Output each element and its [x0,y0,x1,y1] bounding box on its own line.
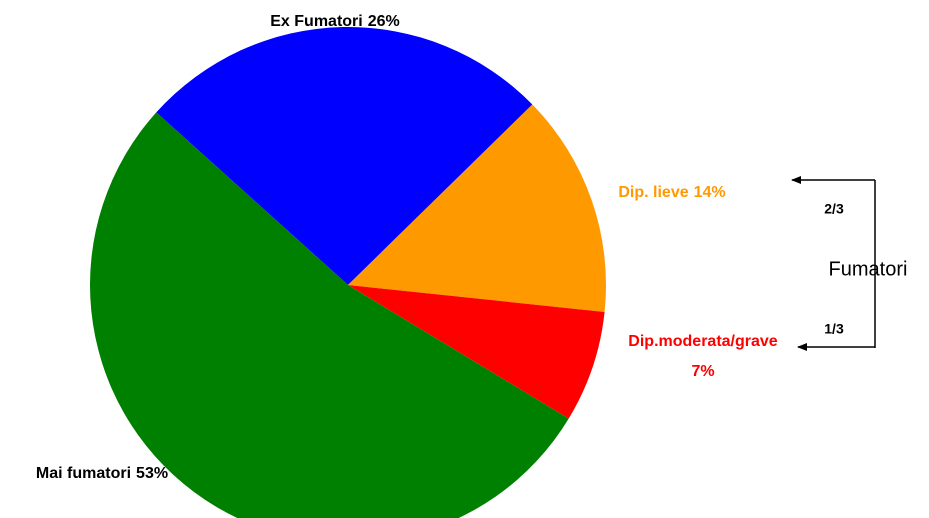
slice [156,27,533,285]
value-label: 7% [691,363,714,380]
value-label: 26% [368,13,400,30]
slice-label: Dip.moderata/grave 7% [628,333,777,380]
slice [348,285,605,419]
annotation: Fumatori [829,258,908,280]
value-label: 53% [136,465,168,482]
slice [348,104,606,312]
category-label: Dip. lieve [618,184,688,201]
annotation: 1/3 [824,321,844,337]
slice [90,112,569,518]
pie [90,27,606,518]
category-label: Dip.moderata/grave [628,333,777,350]
slice-label: Dip. lieve 14% [618,184,725,201]
slice-label: Mai fumatori 53% [36,465,168,482]
bracket [791,176,876,351]
category-label: Mai fumatori [36,465,131,482]
slice-label: Ex Fumatori 26% [270,13,400,30]
category-label: Ex Fumatori [270,13,362,30]
annotation: 2/3 [824,201,844,217]
value-label: 14% [694,184,726,201]
